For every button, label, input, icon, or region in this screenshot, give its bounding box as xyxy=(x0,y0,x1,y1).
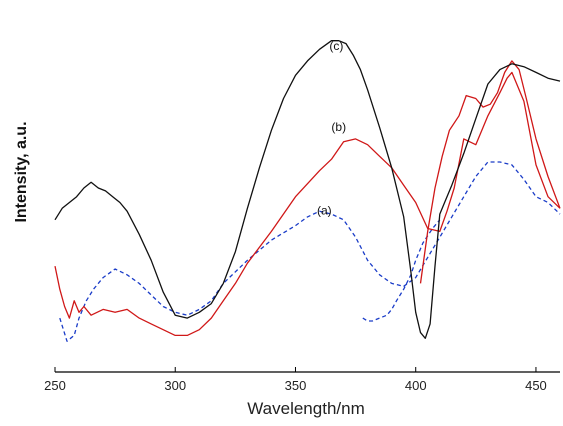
y-axis-title: Intensity, a.u. xyxy=(13,121,30,222)
x-tick-label: 250 xyxy=(44,378,66,393)
series-line-0 xyxy=(59,161,561,342)
x-axis-title: Wavelength/nm xyxy=(247,399,364,418)
curve-label: (c) xyxy=(329,39,343,53)
x-ticks: 250 300 350 400 450 xyxy=(44,367,547,393)
curve-labels: (a) (b) (c) xyxy=(317,39,346,218)
series-line-3 xyxy=(419,60,561,284)
curve-label: (b) xyxy=(331,120,346,134)
curve-label: (a) xyxy=(317,204,332,218)
x-tick-label: 450 xyxy=(525,378,547,393)
series-line-4 xyxy=(54,40,561,339)
x-tick-label: 300 xyxy=(164,378,186,393)
x-axis: 250 300 350 400 450 xyxy=(44,367,560,393)
series-line-2 xyxy=(54,71,561,337)
x-tick-label: 400 xyxy=(405,378,427,393)
series-line-1 xyxy=(362,219,441,322)
x-tick-label: 350 xyxy=(285,378,307,393)
plot-area xyxy=(54,40,561,342)
